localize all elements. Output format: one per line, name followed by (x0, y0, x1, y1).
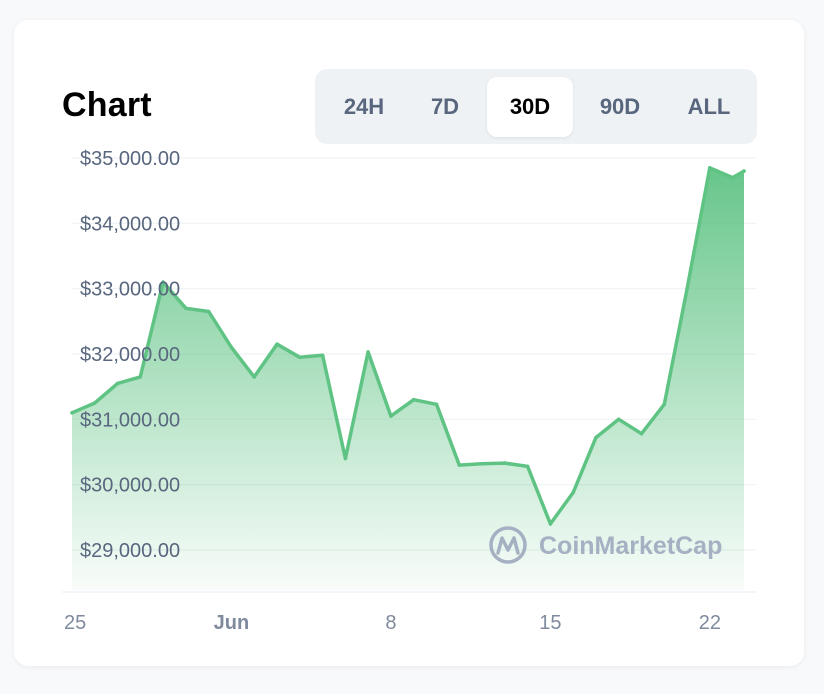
data-point (616, 417, 621, 422)
x-tick-label: Jun (214, 612, 250, 634)
data-point (662, 402, 667, 407)
price-area (72, 167, 744, 591)
y-tick-label: $29,000.00 (80, 540, 180, 562)
range-24h-button[interactable]: 24H (343, 94, 385, 119)
range-90d-button[interactable]: 90D (599, 94, 641, 119)
data-point (708, 166, 712, 170)
y-axis-ticks: $35,000.00 $34,000.00 $33,000.00 $32,000.00… (80, 148, 180, 562)
data-point (730, 175, 735, 180)
data-point (275, 342, 279, 347)
data-point (503, 461, 507, 465)
data-point (93, 401, 97, 405)
data-point (457, 463, 462, 467)
coinmarketcap-logo-icon (489, 526, 527, 564)
data-point (685, 286, 689, 291)
data-point (389, 414, 393, 418)
data-point (206, 309, 211, 314)
data-point (742, 169, 746, 173)
data-point (594, 435, 598, 440)
price-points (70, 166, 746, 526)
data-point (115, 381, 120, 386)
watermark-text: CoinMarketCap (539, 532, 722, 560)
coinmarketcap-watermark: CoinMarketCap (489, 526, 722, 564)
y-tick-label: $31,000.00 (80, 409, 180, 431)
x-axis-ticks: 25 Jun 8 15 22 (64, 612, 721, 634)
data-point (571, 490, 575, 495)
data-point (184, 306, 188, 311)
y-tick-label: $33,000.00 (80, 279, 180, 301)
data-point (480, 462, 484, 466)
data-point (138, 375, 143, 379)
data-point (366, 350, 370, 354)
data-point (525, 464, 530, 469)
data-point (70, 411, 74, 415)
x-tick-label: 22 (699, 612, 721, 634)
y-tick-label: $34,000.00 (80, 213, 180, 235)
data-point (411, 397, 416, 402)
data-point (320, 353, 325, 358)
data-point (298, 355, 302, 360)
chart-title: Chart (62, 86, 152, 124)
data-point (639, 431, 644, 436)
data-point (229, 345, 234, 350)
x-tick-label: 15 (539, 612, 561, 634)
time-range-selector: 24H 7D 30D 90D ALL (315, 69, 757, 144)
x-tick-label: 25 (64, 612, 86, 634)
data-point (252, 375, 256, 379)
y-tick-label: $32,000.00 (80, 344, 180, 366)
data-point (548, 522, 553, 526)
y-tick-label: $35,000.00 (80, 148, 180, 170)
data-point (161, 280, 165, 284)
data-point (343, 456, 348, 461)
data-point (434, 402, 439, 407)
range-30d-button[interactable]: 30D (487, 77, 573, 137)
range-all-button[interactable]: ALL (687, 94, 731, 119)
x-tick-label: 8 (385, 612, 396, 634)
y-tick-label: $30,000.00 (80, 475, 180, 497)
range-7d-button[interactable]: 7D (430, 94, 460, 119)
